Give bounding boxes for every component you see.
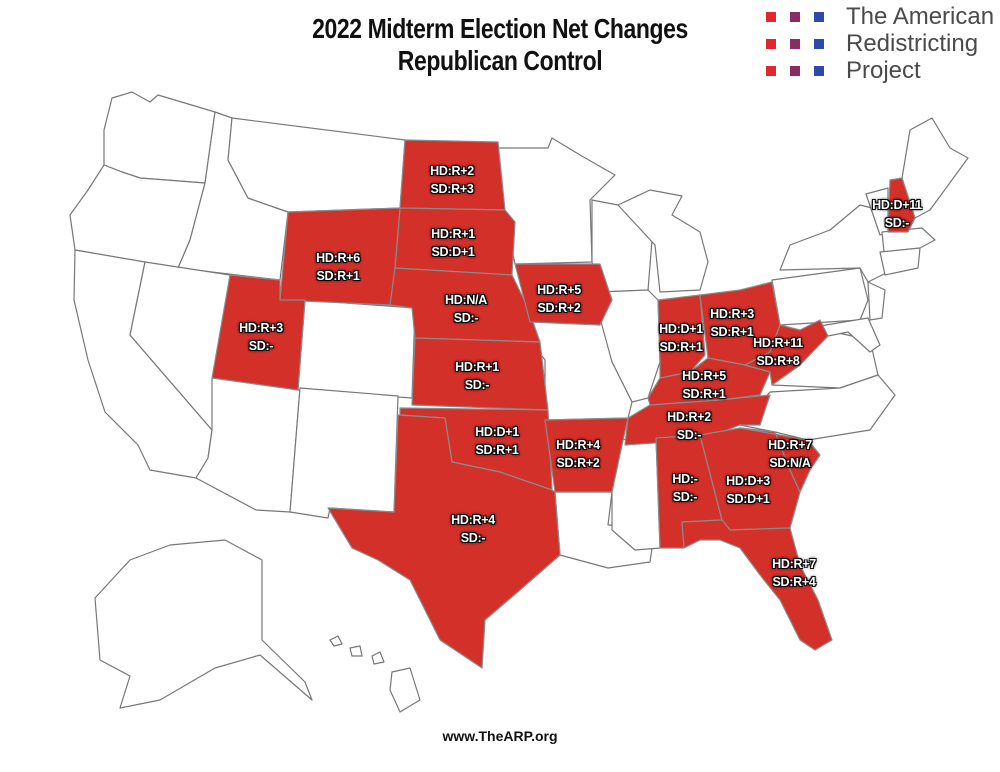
label-ks: HD:R+1 SD:- bbox=[455, 360, 499, 392]
arp-logo: The American Redistricting Project bbox=[752, 3, 995, 84]
state-pa bbox=[771, 267, 869, 326]
state-nm bbox=[289, 387, 399, 519]
logo-square bbox=[814, 66, 824, 76]
label-ia: HD:R+5 SD:R+2 bbox=[537, 283, 581, 315]
label-al: HD:- SD:- bbox=[672, 472, 698, 504]
state-az bbox=[195, 377, 301, 513]
website-url: www.TheARP.org bbox=[442, 728, 558, 744]
state-hi bbox=[329, 635, 421, 713]
state-mt bbox=[227, 117, 406, 213]
label-ne: HD:N/A SD:- bbox=[445, 293, 487, 325]
label-ut: HD:R+3 SD:- bbox=[239, 321, 283, 353]
logo-square bbox=[766, 12, 776, 22]
label-ga: HD:D+3 SD:D+1 bbox=[726, 474, 770, 506]
logo-square bbox=[790, 66, 800, 76]
logo-square bbox=[766, 39, 776, 49]
logo-square bbox=[766, 66, 776, 76]
label-ky: HD:R+5 SD:R+1 bbox=[682, 369, 726, 401]
logo-text-2: Redistricting bbox=[846, 30, 979, 57]
label-sc: HD:R+7 SD:N/A bbox=[768, 438, 812, 470]
state-nh bbox=[887, 177, 916, 233]
state-me bbox=[901, 117, 969, 219]
state-tn bbox=[624, 394, 771, 446]
label-fl: HD:R+7 SD:R+4 bbox=[772, 557, 816, 589]
state-mo bbox=[514, 317, 633, 421]
label-nd: HD:R+2 SD:R+3 bbox=[430, 164, 474, 196]
logo-text-1: The American bbox=[846, 3, 995, 30]
state-co bbox=[297, 299, 416, 399]
label-in: HD:D+1 SD:R+1 bbox=[659, 322, 703, 354]
label-ok: HD:D+1 SD:R+1 bbox=[475, 425, 519, 457]
state-tx bbox=[327, 414, 561, 669]
state-nc bbox=[739, 374, 896, 441]
label-tx: HD:R+4 SD:- bbox=[451, 513, 495, 545]
state-sc bbox=[739, 427, 821, 493]
state-ar bbox=[544, 417, 629, 493]
state-wv bbox=[744, 319, 829, 386]
label-sd: HD:R+1 SD:D+1 bbox=[431, 227, 475, 259]
title-line-2: Republican Control bbox=[397, 45, 603, 76]
state-ia bbox=[514, 263, 613, 326]
label-nh: HD:D+11 SD:- bbox=[872, 198, 922, 230]
state-ct-ri bbox=[879, 247, 921, 276]
label-wy: HD:R+6 SD:R+1 bbox=[316, 251, 360, 283]
label-wv: HD:R+11 SD:R+8 bbox=[753, 336, 803, 368]
state-mi bbox=[617, 189, 709, 293]
state-ma bbox=[881, 227, 936, 253]
logo-square bbox=[814, 12, 824, 22]
logo-square bbox=[790, 39, 800, 49]
state-ak bbox=[94, 539, 313, 709]
map-title: 2022 Midterm Election Net Changes Republ… bbox=[279, 12, 722, 76]
logo-text-3: Project bbox=[846, 57, 921, 84]
state-ut bbox=[211, 274, 306, 391]
logo-square bbox=[814, 39, 824, 49]
title-line-1: 2022 Midterm Election Net Changes bbox=[312, 13, 688, 44]
logo-square bbox=[790, 12, 800, 22]
label-tn: HD:R+2 SD:- bbox=[667, 410, 711, 442]
state-wa bbox=[103, 91, 216, 184]
label-ar: HD:R+4 SD:R+2 bbox=[556, 438, 600, 470]
label-oh: HD:R+3 SD:R+1 bbox=[710, 307, 754, 339]
state-nj bbox=[867, 281, 886, 321]
state-fl bbox=[681, 519, 833, 651]
